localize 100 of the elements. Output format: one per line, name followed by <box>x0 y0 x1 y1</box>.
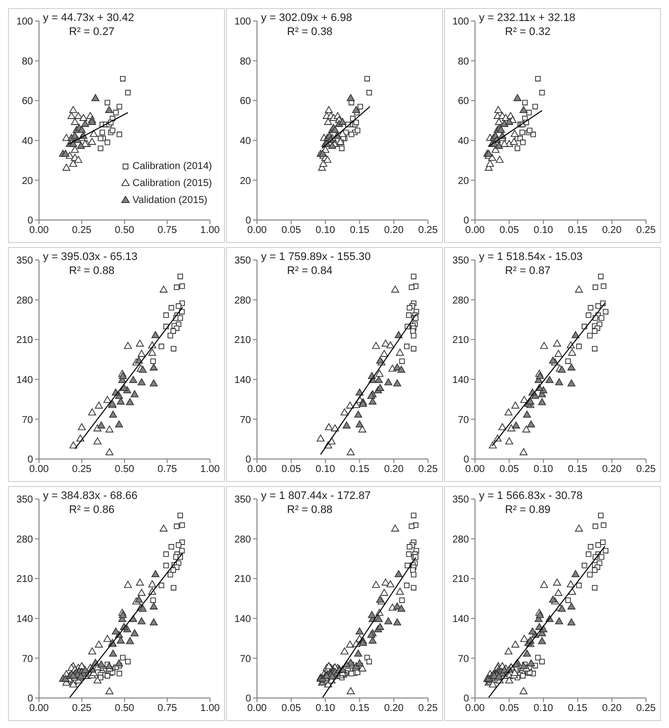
x-tick-label: 0.10 <box>534 225 554 236</box>
x-tick-label: 1.00 <box>200 464 220 476</box>
x-tick-label: 0.00 <box>247 225 268 236</box>
x-tick-label: 0.00 <box>465 464 486 476</box>
y-tick-label: 80 <box>240 56 252 68</box>
y-tick-label: 70 <box>240 414 252 426</box>
y-tick-label: 280 <box>234 534 252 546</box>
y-tick-label: 20 <box>22 176 34 187</box>
y-tick-label: 140 <box>16 614 34 625</box>
y-tick-label: 350 <box>452 494 470 506</box>
x-tick-label: 0.75 <box>158 225 178 236</box>
y-tick-label: 100 <box>16 16 34 28</box>
x-tick-label: 0.15 <box>568 703 588 714</box>
legend-label: Calibration (2015) <box>132 178 212 189</box>
annotation: y = 1 807.44x - 172.87 <box>261 490 371 502</box>
x-tick-label: 0.25 <box>636 464 656 476</box>
y-tick-label: 70 <box>458 414 470 426</box>
x-tick-label: 0.05 <box>499 703 520 714</box>
x-tick-label: 0.20 <box>602 225 622 236</box>
x-tick-label: 0.10 <box>534 464 554 476</box>
annotation: R² = 0.84 <box>287 265 333 277</box>
legend-label: Validation (2015) <box>132 195 208 206</box>
y-tick-label: 280 <box>452 534 470 546</box>
x-tick-label: 0.25 <box>418 464 438 476</box>
x-tick-label: 0.75 <box>158 703 178 714</box>
y-tick-label: 70 <box>458 654 470 665</box>
x-tick-label: 0.00 <box>247 703 268 714</box>
y-tick-label: 350 <box>234 494 252 506</box>
x-tick-label: 0.10 <box>316 464 336 476</box>
x-tick-label: 0.00 <box>29 703 50 714</box>
y-tick-label: 210 <box>16 335 34 346</box>
y-tick-label: 0 <box>463 694 470 705</box>
x-tick-label: 0.20 <box>602 703 622 714</box>
annotation: y = 302.09x + 6.98 <box>261 12 352 24</box>
x-tick-label: 0.25 <box>72 703 92 714</box>
y-tick-label: 60 <box>458 96 470 108</box>
y-tick-label: 210 <box>234 335 252 346</box>
y-tick-label: 70 <box>240 654 252 665</box>
y-tick-label: 350 <box>16 494 34 506</box>
annotation: R² = 0.87 <box>505 265 551 277</box>
x-tick-label: 0.15 <box>350 464 370 476</box>
x-tick-label: 0.10 <box>316 225 336 236</box>
y-tick-label: 0 <box>27 454 34 466</box>
y-tick-label: 210 <box>234 574 252 586</box>
x-tick-label: 0.25 <box>636 225 656 236</box>
y-tick-label: 60 <box>240 96 252 108</box>
x-tick-label: 0.10 <box>316 703 336 714</box>
annotation: y = 1 566.83x - 30.78 <box>479 490 583 502</box>
x-tick-label: 0.00 <box>465 225 486 236</box>
y-tick-label: 0 <box>463 216 470 227</box>
y-tick-label: 100 <box>234 16 252 28</box>
x-tick-label: 0.20 <box>384 464 404 476</box>
y-tick-label: 140 <box>16 374 34 386</box>
annotation: y = 44.73x + 30.42 <box>43 12 134 24</box>
y-tick-label: 40 <box>458 136 470 147</box>
y-tick-label: 20 <box>240 176 252 187</box>
y-tick-label: 40 <box>240 136 252 147</box>
x-tick-label: 0.05 <box>281 464 302 476</box>
y-tick-label: 0 <box>245 454 252 466</box>
x-tick-label: 0.50 <box>114 464 135 476</box>
x-tick-label: 0.50 <box>114 225 135 236</box>
annotation: R² = 0.32 <box>505 26 551 38</box>
annotation: R² = 0.27 <box>69 26 115 38</box>
x-tick-label: 0.25 <box>72 225 92 236</box>
x-tick-label: 1.00 <box>200 703 220 714</box>
x-tick-label: 0.25 <box>636 703 656 714</box>
annotation: R² = 0.89 <box>505 504 551 516</box>
annotation: R² = 0.88 <box>287 504 333 516</box>
x-tick-label: 0.00 <box>29 464 50 476</box>
y-tick-label: 70 <box>22 414 34 426</box>
y-tick-label: 80 <box>458 56 470 68</box>
x-tick-label: 0.05 <box>499 464 520 476</box>
legend-label: Calibration (2014) <box>132 161 212 172</box>
y-tick-label: 140 <box>234 614 252 625</box>
x-tick-label: 0.10 <box>534 703 554 714</box>
y-tick-label: 350 <box>452 256 470 267</box>
y-tick-label: 100 <box>452 16 470 28</box>
x-tick-label: 0.00 <box>29 225 50 236</box>
y-tick-label: 280 <box>16 295 34 306</box>
x-tick-label: 0.15 <box>568 225 588 236</box>
annotation: R² = 0.86 <box>69 504 115 516</box>
y-tick-label: 210 <box>16 574 34 586</box>
y-tick-label: 40 <box>22 136 34 147</box>
y-tick-label: 0 <box>245 694 252 705</box>
y-tick-label: 60 <box>22 96 34 108</box>
annotation: R² = 0.88 <box>69 265 115 277</box>
x-tick-label: 0.05 <box>499 225 520 236</box>
x-tick-label: 0.15 <box>350 225 370 236</box>
annotation: y = 384.83x - 68.66 <box>43 490 138 502</box>
x-tick-label: 0.20 <box>384 225 404 236</box>
y-tick-label: 350 <box>234 256 252 267</box>
x-tick-label: 0.05 <box>281 703 302 714</box>
x-tick-label: 0.15 <box>568 464 588 476</box>
x-tick-label: 0.00 <box>465 703 486 714</box>
y-tick-label: 70 <box>22 654 34 665</box>
y-tick-label: 210 <box>452 335 470 346</box>
y-tick-label: 0 <box>245 216 252 227</box>
x-tick-label: 0.00 <box>247 464 268 476</box>
y-tick-label: 210 <box>452 574 470 586</box>
x-tick-label: 0.50 <box>114 703 135 714</box>
